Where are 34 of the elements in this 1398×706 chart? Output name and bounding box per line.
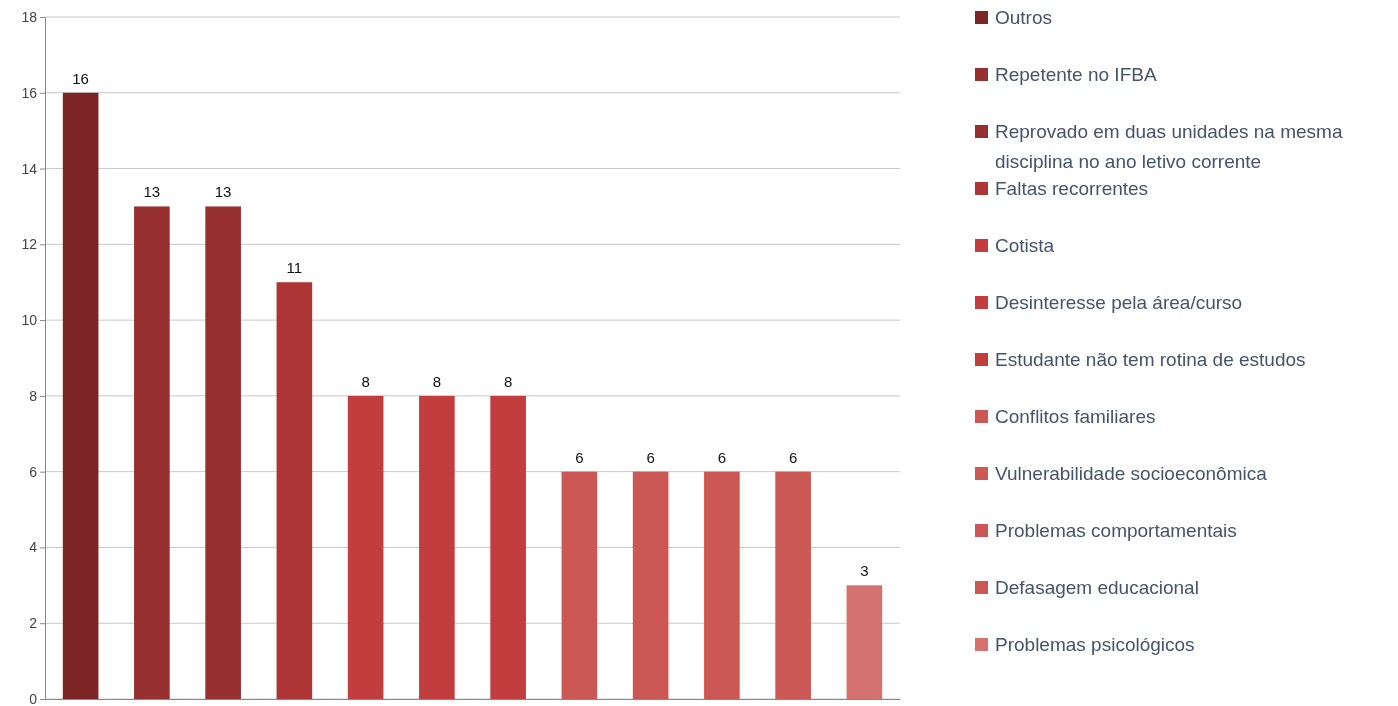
data-label: 13 <box>143 183 161 201</box>
legend-label: Reprovado em duas unidades na mesma disciplina no ano letivo corrente <box>995 121 1343 172</box>
y-tick-label: 12 <box>21 236 38 253</box>
legend-label: Problemas psicológicos <box>995 634 1195 655</box>
legend-label: Cotista <box>995 235 1055 256</box>
legend-label: Problemas comportamentais <box>995 520 1237 541</box>
legend-label: Vulnerabilidade socioeconômica <box>995 463 1268 484</box>
data-label: 8 <box>503 372 513 390</box>
data-label: 6 <box>575 448 584 466</box>
legend-label: Desinteresse pela área/curso <box>995 292 1243 313</box>
y-tick-label: 14 <box>21 160 38 177</box>
y-tick-label: 10 <box>21 312 38 329</box>
data-label: 11 <box>286 259 303 277</box>
y-tick-label: 2 <box>29 615 38 632</box>
y-tick-label: 4 <box>29 539 38 556</box>
legend-label: Faltas recorrentes <box>995 178 1149 199</box>
legend-label: Estudante não tem rotina de estudos <box>995 349 1306 370</box>
y-tick-label: 6 <box>29 463 38 480</box>
data-label: 8 <box>361 372 370 390</box>
data-label: 6 <box>788 448 798 466</box>
data-label: 6 <box>717 448 727 466</box>
data-label: 6 <box>646 448 655 466</box>
y-tick-label: 8 <box>29 387 38 404</box>
data-label: 8 <box>432 372 442 390</box>
y-tick-label: 16 <box>21 84 38 101</box>
y-tick-label: 18 <box>21 8 38 25</box>
data-label: 16 <box>72 69 89 87</box>
legend-label: Defasagem educacional <box>995 577 1199 598</box>
legend-label: Repetente no IFBA <box>995 64 1157 85</box>
data-label: 3 <box>860 562 869 580</box>
legend-label: Conflitos familiares <box>995 406 1156 427</box>
y-tick-label: 0 <box>29 690 38 706</box>
legend-label: Outros <box>995 7 1053 28</box>
data-label: 13 <box>214 183 232 201</box>
